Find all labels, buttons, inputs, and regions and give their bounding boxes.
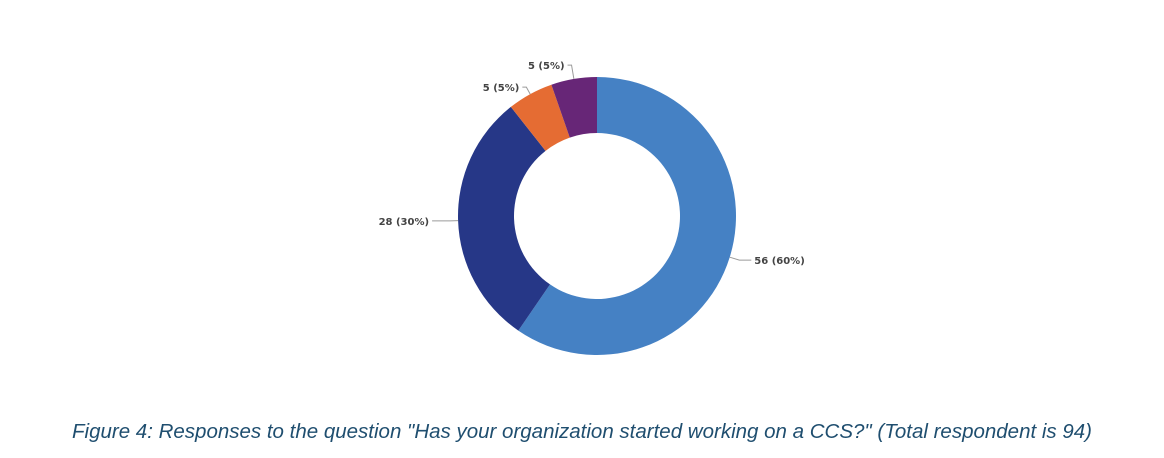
donut-slice [510, 84, 570, 151]
donut-labels: 56 (60%) 28 (30%) 5 (5%) 5 (5%) [379, 61, 805, 267]
slice-data-label: 5 (5%) [528, 61, 565, 72]
slice-data-label: 56 (60%) [754, 256, 804, 267]
slice-data-label: 5 (5%) [483, 83, 520, 94]
label-leader-line [729, 256, 752, 261]
slice-data-label: 28 (30%) [379, 217, 429, 228]
figure-caption: Figure 4: Responses to the question "Has… [72, 420, 1092, 443]
donut-slice [458, 106, 551, 331]
donut-chart: 56 (60%) 28 (30%) 5 (5%) 5 (5%) [379, 61, 805, 355]
donut-slice [518, 77, 737, 355]
label-leader-line [522, 86, 531, 95]
donut-slices [458, 77, 737, 355]
donut-slice [551, 77, 597, 138]
label-leader-line [567, 64, 575, 80]
